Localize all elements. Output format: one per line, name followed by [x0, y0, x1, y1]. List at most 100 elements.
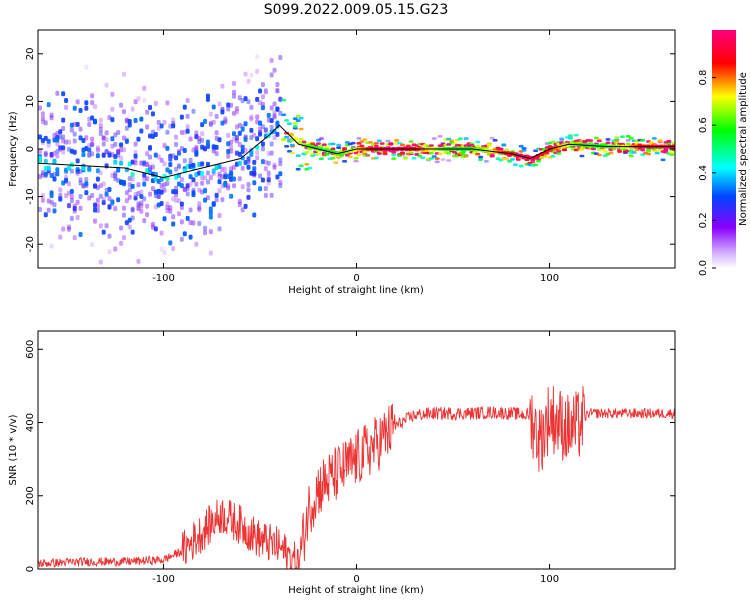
heatmap-cell [119, 155, 124, 161]
heatmap-cell [249, 114, 254, 120]
heatmap-cell [145, 161, 150, 167]
heatmap-cell [72, 105, 77, 111]
heatmap-cell [69, 194, 74, 200]
heatmap-cell [43, 158, 48, 164]
heatmap-cell [217, 137, 222, 143]
heatmap-cell [78, 126, 83, 132]
heatmap-cell [113, 141, 118, 147]
heatmap-cell [260, 124, 265, 130]
heatmap-cell [162, 119, 167, 125]
heatmap-cell [168, 162, 173, 168]
heatmap-cell [246, 159, 251, 165]
heatmap-cell [359, 140, 365, 143]
heatmap-cell [142, 196, 147, 202]
heatmap-cell [203, 230, 208, 236]
heatmap-cell [272, 114, 277, 120]
heatmap-cell [84, 64, 89, 70]
heatmap-cell [509, 158, 515, 161]
heatmap-cell [61, 145, 66, 151]
heatmap-cell [275, 106, 280, 112]
heatmap-cell [646, 152, 652, 156]
heatmap-cell [162, 142, 167, 148]
heatmap-cell [101, 135, 106, 141]
heatmap-cell [226, 102, 231, 108]
heatmap-cell [58, 187, 63, 193]
heatmap-cell [98, 170, 103, 176]
heatmap-cell [130, 207, 135, 213]
heatmap-cell [208, 229, 213, 235]
heatmap-cell [84, 190, 89, 196]
heatmap-cell [148, 191, 153, 197]
heatmap-cell [49, 243, 54, 249]
heatmap-cell [179, 130, 184, 136]
heatmap-cell [121, 179, 126, 185]
heatmap-cell [229, 166, 234, 172]
heatmap-cell [72, 205, 77, 211]
heatmap-cell [113, 154, 118, 160]
heatmap-cell [217, 226, 222, 232]
heatmap-cell [631, 151, 637, 154]
heatmap-cell [628, 154, 634, 158]
heatmap-cell [98, 193, 103, 199]
heatmap-cell [588, 139, 594, 142]
heatmap-cell [252, 180, 257, 186]
heatmap-cell [298, 116, 304, 120]
heatmap-cell [52, 159, 57, 165]
heatmap-cell [431, 137, 437, 140]
heatmap-cell [223, 117, 228, 123]
heatmap-cell [365, 154, 371, 157]
heatmap-cell [231, 176, 236, 182]
heatmap-cell [148, 145, 153, 151]
heatmap-cell [176, 163, 181, 169]
heatmap-cell [486, 142, 492, 146]
heatmap-cell [38, 105, 42, 111]
heatmap-cell [95, 145, 100, 151]
heatmap-cell [272, 110, 277, 116]
heatmap-cell [107, 233, 112, 239]
heatmap-cell [231, 80, 236, 86]
spectrogram-y-tick-label-4: 20 [25, 47, 36, 60]
snr-y-tick-label-0: 0 [25, 566, 36, 572]
heatmap-cell [101, 200, 106, 206]
heatmap-cell [243, 147, 248, 153]
heatmap-cell [289, 151, 295, 155]
snr-x-tick-label-0: -100 [152, 574, 175, 585]
heatmap-cell [434, 160, 440, 164]
heatmap-cell [145, 212, 150, 218]
heatmap-cell [318, 137, 324, 140]
heatmap-cell [640, 138, 646, 142]
heatmap-cell [437, 152, 443, 156]
heatmap-cell [52, 176, 57, 182]
spectrogram-y-tick-label-3: 10 [25, 95, 36, 108]
heatmap-cell [220, 167, 225, 173]
heatmap-cell [269, 118, 274, 124]
heatmap-cell [171, 123, 176, 129]
frequency-ridge-line [38, 124, 675, 179]
heatmap-cell [260, 94, 265, 100]
heatmap-cell [234, 138, 239, 144]
heatmap-cell [61, 226, 66, 232]
heatmap-cell [269, 141, 274, 147]
heatmap-cell [46, 207, 51, 213]
heatmap-cell [229, 193, 234, 199]
heatmap-cell [58, 129, 63, 135]
heatmap-cell [72, 131, 77, 137]
heatmap-cell [136, 258, 141, 264]
spectrogram-y-tick-label-2: 0 [25, 146, 36, 152]
heatmap-cell [249, 104, 254, 110]
heatmap-cell [165, 205, 170, 211]
heatmap-cell [136, 191, 141, 197]
heatmap-cell [234, 109, 239, 115]
heatmap-cell [38, 148, 42, 154]
heatmap-cell [203, 225, 208, 231]
heatmap-cell [136, 96, 141, 102]
heatmap-cell [194, 241, 199, 247]
heatmap-cell [292, 117, 298, 120]
heatmap-cell [512, 163, 518, 166]
heatmap-cell [69, 198, 74, 204]
heatmap-cell [52, 202, 57, 208]
heatmap-cell [214, 113, 219, 119]
heatmap-cell [200, 175, 205, 181]
heatmap-cell [284, 119, 290, 122]
colorbar-gradient [712, 30, 736, 268]
